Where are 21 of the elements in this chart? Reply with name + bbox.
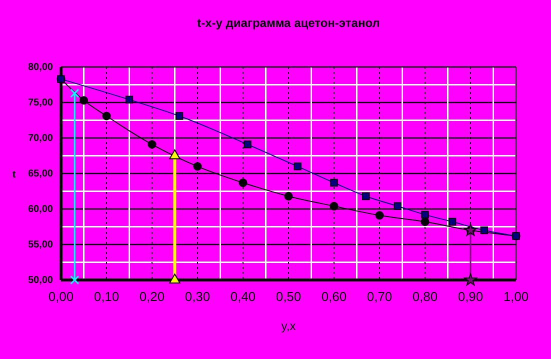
x-tick-label: 1,00 [503, 289, 529, 304]
y-tick-label: 80,00 [28, 62, 54, 74]
x-tick-label: 0,20 [139, 289, 165, 304]
chart-title: t-x-y диаграмма ацетон-этанол [197, 16, 380, 30]
y-tick-label: 60,00 [28, 204, 54, 216]
x-tick-label: 0,40 [230, 289, 256, 304]
x-tick-label: 0,30 [184, 289, 210, 304]
x-tick-label: 0,10 [94, 289, 120, 304]
x-tick-label: 0,50 [276, 289, 302, 304]
x-tick-label: 0,80 [412, 289, 438, 304]
y-tick-label: 65,00 [28, 168, 54, 180]
y-tick-label: 75,00 [28, 98, 54, 109]
x-tick-label: 0,60 [321, 289, 347, 304]
x-tick-label: 0,70 [366, 289, 392, 304]
y-tick-label: 70,00 [28, 133, 54, 144]
x-tick-label: 0,00 [48, 289, 74, 304]
y-tick-label: 55,00 [28, 240, 54, 251]
x-axis-title: y,x [281, 319, 296, 333]
y-tick-label: 50,00 [28, 275, 54, 286]
y-axis-title: t [12, 170, 16, 180]
x-tick-label: 0,90 [458, 289, 484, 304]
